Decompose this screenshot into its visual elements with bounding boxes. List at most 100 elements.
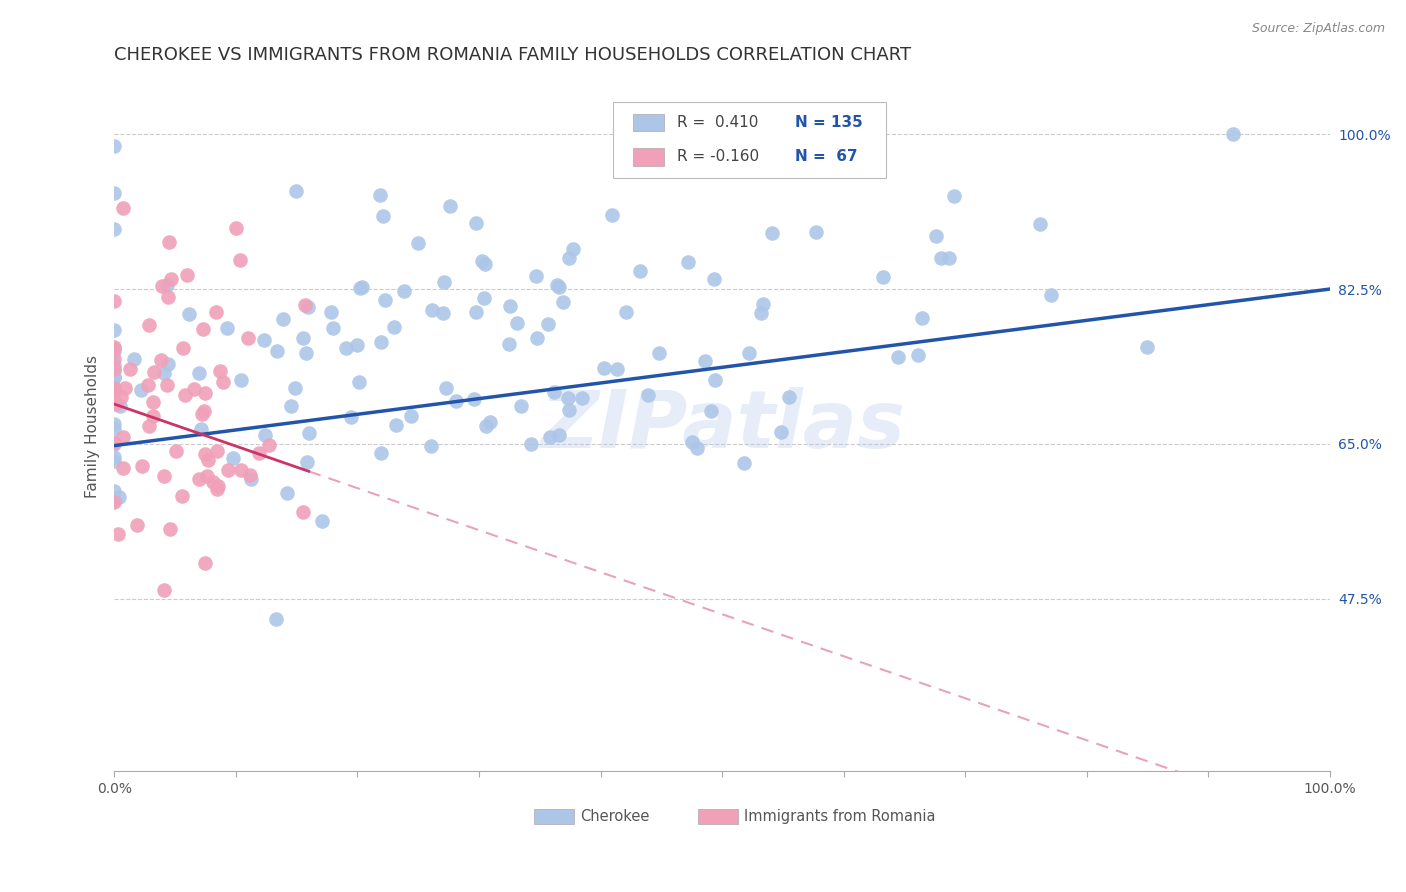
Point [907,348,929,362]
Point [524,268,547,283]
Point [298,425,321,440]
Point [439,199,461,213]
Point [406,236,429,251]
Point [558,251,581,265]
Point [239,472,262,486]
Point [526,331,548,345]
Point [205,482,228,496]
Point [562,242,585,256]
Point [557,391,579,405]
Point [319,305,342,319]
Point [217,463,239,477]
Point [103,435,125,450]
Point [153,582,176,597]
Point [188,472,211,486]
Point [291,505,314,519]
Point [112,461,135,475]
Point [239,467,262,482]
Point [103,138,125,153]
Point [703,272,725,286]
Point [676,255,699,269]
Point [593,361,616,376]
Point [614,305,637,319]
Point [433,275,456,289]
Point [520,437,543,451]
Point [110,399,132,413]
Point [558,403,581,417]
Point [538,430,561,444]
Point [238,331,260,345]
Point [207,479,229,493]
Point [370,446,392,460]
Point [465,305,488,319]
Point [420,303,443,318]
Point [131,458,153,473]
Point [444,393,467,408]
Point [222,450,245,465]
Point [733,456,755,470]
Point [103,341,125,355]
Text: R =  0.410: R = 0.410 [678,115,758,130]
Point [157,235,180,249]
Point [118,362,141,376]
Point [103,362,125,376]
Point [176,268,198,283]
Point [103,294,125,309]
Point [107,526,129,541]
Point [136,378,159,392]
Point [264,612,287,626]
Bar [534,808,574,823]
FancyBboxPatch shape [613,102,886,178]
Point [103,450,125,465]
Point [472,291,495,305]
Point [103,394,125,409]
Point [229,463,252,477]
Point [628,264,651,278]
Point [103,381,125,395]
Point [399,409,422,423]
Point [752,297,775,311]
Point [229,253,252,268]
Point [571,391,593,405]
Point [370,334,392,349]
Point [553,295,575,310]
Point [103,363,125,377]
Point [103,370,125,384]
Point [648,346,671,360]
Point [769,425,792,439]
Point [322,321,344,335]
Point [929,252,952,266]
Point [183,382,205,396]
Point [103,221,125,235]
Point [225,221,247,235]
Point [143,365,166,379]
Point [432,306,454,320]
Point [911,311,934,326]
Point [297,455,319,469]
Point [103,352,125,367]
Point [280,399,302,413]
Point [475,419,498,434]
Point [156,290,179,304]
Point [110,390,132,404]
Point [463,392,485,406]
Point [197,452,219,467]
Point [392,284,415,298]
Text: N = 135: N = 135 [794,115,863,130]
Point [150,353,173,368]
Point [103,323,125,337]
Point [103,435,125,450]
Point [600,208,623,222]
Point [179,307,201,321]
Point [703,373,725,387]
Point [103,417,125,432]
Point [434,381,457,395]
Point [749,305,772,319]
Point [212,375,235,389]
Point [193,403,215,417]
Point [103,340,125,354]
Point [374,293,396,308]
Point [606,362,628,376]
Point [103,358,125,372]
Point [543,385,565,400]
